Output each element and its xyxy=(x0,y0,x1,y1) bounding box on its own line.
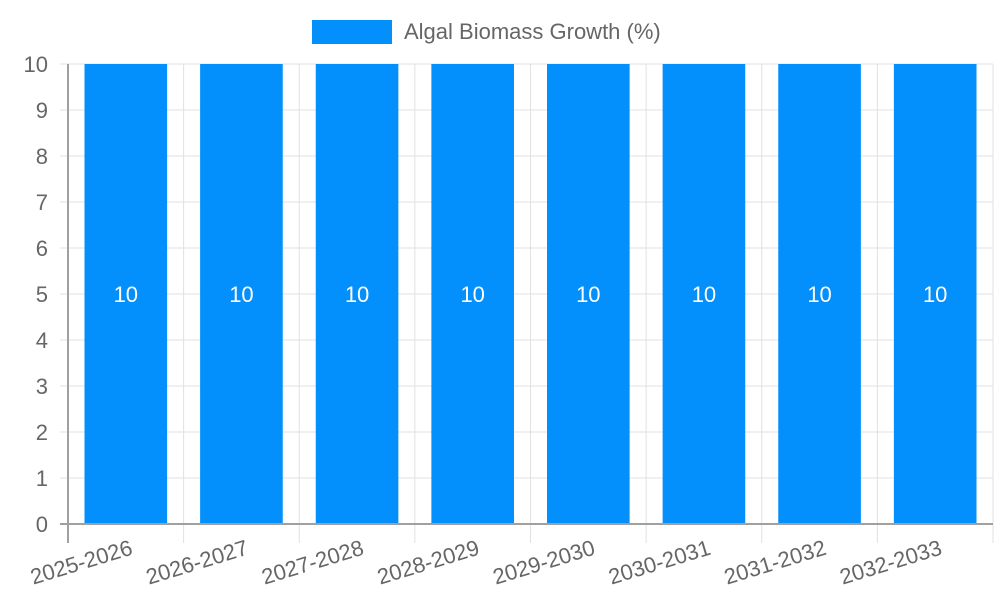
bar xyxy=(893,64,977,524)
y-axis-ticks: 0 1 2 3 4 5 6 7 8 9 10 xyxy=(24,52,48,537)
y-tick-label: 2 xyxy=(36,420,48,445)
bar xyxy=(547,64,630,524)
legend-label: Algal Biomass Growth (%) xyxy=(404,19,661,44)
bar-value-label: 10 xyxy=(576,282,600,307)
bar-value-label: 10 xyxy=(807,282,831,307)
x-tick-label: 2030-2031 xyxy=(605,535,713,590)
x-tick-label: 2028-2029 xyxy=(374,535,482,590)
x-tick-label: 2025-2026 xyxy=(27,535,135,590)
bar-value-label: 10 xyxy=(229,282,253,307)
chart-legend[interactable]: Algal Biomass Growth (%) xyxy=(312,19,661,45)
bar xyxy=(662,64,746,524)
bar xyxy=(84,64,168,524)
y-tick-label: 5 xyxy=(36,282,48,307)
bar-value-label: 10 xyxy=(923,282,947,307)
y-tick-label: 6 xyxy=(36,236,48,261)
x-tick-label: 2026-2027 xyxy=(143,535,251,590)
x-axis-ticks: 2025-2026 2026-2027 2027-2028 2028-2029 2029… xyxy=(27,535,944,590)
y-tick-label: 1 xyxy=(36,466,48,491)
bar xyxy=(200,64,283,524)
bar-value-label: 10 xyxy=(460,282,484,307)
y-tick-label: 8 xyxy=(36,144,48,169)
bar-series: 10 10 10 10 10 10 10 10 xyxy=(84,64,977,524)
axes xyxy=(60,64,993,543)
bar xyxy=(778,64,861,524)
bar-value-label: 10 xyxy=(114,282,138,307)
y-tick-label: 9 xyxy=(36,98,48,123)
y-tick-label: 0 xyxy=(36,512,48,537)
bar-value-label: 10 xyxy=(345,282,369,307)
x-tick-label: 2032-2033 xyxy=(837,535,945,590)
bar-value-label: 10 xyxy=(692,282,716,307)
bar xyxy=(315,64,399,524)
y-tick-label: 3 xyxy=(36,374,48,399)
y-tick-label: 4 xyxy=(36,328,48,353)
y-tick-label: 7 xyxy=(36,190,48,215)
y-tick-label: 10 xyxy=(24,52,48,77)
x-tick-label: 2031-2032 xyxy=(721,535,829,590)
legend-swatch xyxy=(312,20,392,44)
x-tick-label: 2027-2028 xyxy=(259,535,367,590)
bar xyxy=(431,64,514,524)
x-tick-label: 2029-2030 xyxy=(490,535,598,590)
